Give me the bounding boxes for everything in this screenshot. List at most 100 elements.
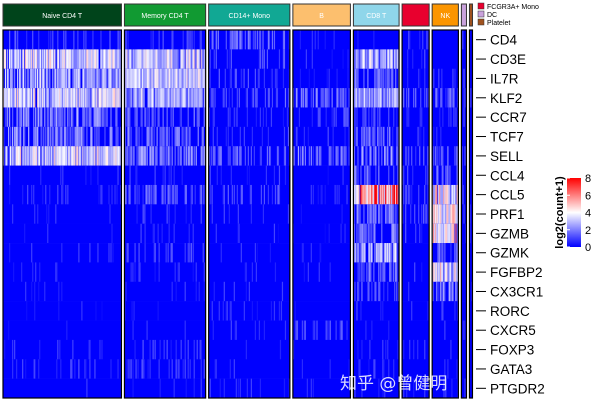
heatmap-cell bbox=[232, 146, 234, 166]
heatmap-cell bbox=[373, 262, 375, 283]
heatmap-cell bbox=[367, 281, 369, 302]
heatmap-cell bbox=[142, 49, 144, 70]
heatmap-cell bbox=[23, 88, 25, 108]
heatmap-cell bbox=[180, 146, 182, 166]
heatmap-cell bbox=[44, 281, 46, 302]
heatmap-cell bbox=[69, 126, 71, 147]
heatmap-cell bbox=[223, 88, 225, 108]
heatmap-cell bbox=[54, 49, 56, 70]
heatmap-cell bbox=[114, 184, 116, 205]
heatmap-cell bbox=[396, 243, 398, 263]
heatmap-cell bbox=[396, 223, 398, 244]
heatmap-cell bbox=[199, 68, 201, 89]
heatmap-cell bbox=[286, 107, 289, 128]
heatmap-cell bbox=[450, 243, 452, 263]
heatmap-cell bbox=[131, 68, 133, 89]
heatmap-cell bbox=[164, 49, 166, 70]
heatmap-cell bbox=[66, 146, 68, 166]
heatmap-cell bbox=[193, 339, 195, 360]
heatmap-cell-bg bbox=[208, 378, 290, 399]
heatmap-cell bbox=[203, 359, 205, 379]
heatmap-cell bbox=[11, 88, 13, 108]
heatmap-cell bbox=[159, 88, 161, 108]
heatmap-cell bbox=[47, 126, 49, 147]
heatmap-cell bbox=[79, 146, 81, 166]
heatmap-cell bbox=[371, 204, 373, 224]
heatmap-cell bbox=[454, 146, 456, 166]
heatmap-cell-bg bbox=[124, 320, 206, 341]
heatmap-cell bbox=[259, 107, 261, 128]
heatmap-cell bbox=[282, 68, 285, 89]
heatmap-cell-bg bbox=[124, 378, 206, 399]
heatmap-cell bbox=[138, 146, 140, 166]
heatmap-cell bbox=[356, 88, 358, 108]
heatmap-cell bbox=[173, 68, 175, 89]
heatmap-cell bbox=[18, 146, 20, 166]
heatmap-cell bbox=[179, 88, 181, 108]
heatmap-cell bbox=[88, 339, 90, 360]
heatmap-cell bbox=[160, 88, 162, 108]
heatmap-cell bbox=[369, 126, 371, 147]
heatmap-cell bbox=[33, 184, 35, 205]
heatmap-cell bbox=[240, 30, 242, 50]
heatmap-cell bbox=[84, 359, 86, 379]
heatmap-cell bbox=[99, 107, 101, 128]
heatmap-cell bbox=[61, 107, 63, 128]
heatmap-cell bbox=[90, 107, 92, 128]
heatmap-cell bbox=[195, 281, 197, 302]
heatmap-cell bbox=[60, 107, 62, 128]
heatmap-cell bbox=[420, 126, 422, 147]
heatmap-cell bbox=[376, 49, 378, 70]
heatmap-cell bbox=[403, 88, 405, 108]
heatmap-cell bbox=[62, 146, 64, 166]
heatmap-cell bbox=[14, 339, 16, 360]
heatmap-cell bbox=[387, 146, 389, 166]
heatmap-cell bbox=[328, 223, 330, 244]
heatmap-cell bbox=[34, 301, 36, 321]
heatmap-cell bbox=[223, 204, 225, 224]
heatmap-cell bbox=[99, 88, 101, 108]
heatmap-cell bbox=[369, 88, 371, 108]
heatmap-cell bbox=[327, 165, 329, 186]
heatmap-cell bbox=[357, 146, 359, 166]
heatmap-cell bbox=[283, 378, 286, 399]
heatmap-cell bbox=[220, 243, 222, 263]
heatmap-cell bbox=[27, 107, 29, 128]
group-header bbox=[2, 3, 122, 27]
heatmap-cell bbox=[437, 243, 439, 263]
heatmap-cell bbox=[451, 223, 453, 244]
heatmap-cell bbox=[283, 126, 286, 147]
heatmap-cell bbox=[188, 126, 190, 147]
heatmap-cell bbox=[448, 204, 450, 224]
heatmap-cell bbox=[124, 68, 126, 89]
heatmap-cell bbox=[337, 146, 339, 166]
heatmap-cell bbox=[63, 49, 65, 70]
heatmap-cell bbox=[263, 320, 266, 341]
heatmap-cell bbox=[364, 165, 366, 186]
heatmap-cell bbox=[388, 165, 390, 186]
heatmap-cell bbox=[138, 262, 140, 283]
heatmap-cell bbox=[421, 49, 423, 70]
heatmap-cell bbox=[177, 49, 179, 70]
heatmap-cell bbox=[94, 146, 96, 166]
heatmap-cell bbox=[391, 88, 393, 108]
heatmap-cell bbox=[168, 223, 170, 244]
heatmap-cell bbox=[212, 320, 214, 341]
heatmap-cell bbox=[439, 204, 441, 224]
heatmap-cell bbox=[284, 165, 287, 186]
heatmap-cell bbox=[9, 30, 11, 50]
heatmap-cell bbox=[450, 339, 452, 360]
heatmap-cell bbox=[67, 88, 69, 108]
heatmap-cell bbox=[124, 146, 126, 166]
heatmap-cell bbox=[86, 146, 88, 166]
heatmap-cell bbox=[128, 184, 130, 205]
heatmap-cell bbox=[316, 146, 318, 166]
heatmap-cell bbox=[301, 88, 303, 108]
heatmap-cell bbox=[356, 223, 358, 244]
heatmap-cell bbox=[152, 223, 154, 244]
heatmap-cell bbox=[93, 88, 95, 108]
heatmap-cell bbox=[190, 68, 192, 89]
heatmap-cell bbox=[49, 146, 51, 166]
heatmap-cell-bg bbox=[292, 68, 351, 89]
heatmap-cell bbox=[35, 146, 37, 166]
